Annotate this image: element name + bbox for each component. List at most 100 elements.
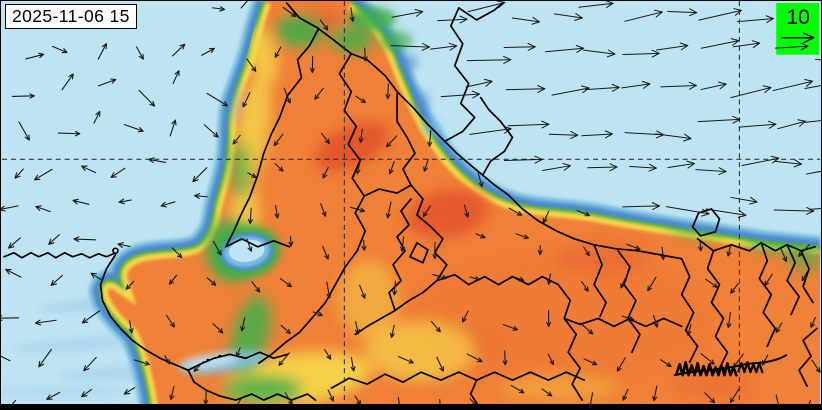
- state-boundary: [696, 237, 729, 370]
- wind-arrow: [626, 243, 641, 251]
- wind-arrow: [515, 233, 529, 240]
- wind-arrow: [25, 52, 45, 60]
- wind-arrow: [388, 160, 395, 175]
- wind-arrow: [385, 83, 391, 100]
- wind-arrow: [475, 233, 486, 239]
- wind-arrow: [33, 168, 53, 181]
- wind-arrow: [808, 208, 821, 210]
- state-boundary: [436, 273, 560, 286]
- wind-arrow: [660, 81, 697, 90]
- state-boundary: [593, 243, 607, 318]
- wind-arrow: [392, 280, 398, 296]
- wind-arrow: [730, 283, 739, 294]
- wind-arrow: [73, 236, 96, 243]
- state-boundary: [627, 317, 683, 328]
- wind-arrow: [274, 46, 282, 58]
- wind-arrow: [61, 73, 74, 91]
- wind-arrow: [695, 167, 727, 176]
- state-boundary: [225, 237, 291, 248]
- wind-arrow: [165, 314, 175, 328]
- wind-arrow: [160, 201, 176, 208]
- wind-arrow: [667, 160, 696, 169]
- wind-arrow: [385, 135, 398, 148]
- wind-arrow: [1, 315, 20, 322]
- wind-arrow: [583, 49, 616, 58]
- wind-arrow: [656, 42, 689, 51]
- wind-arrow: [81, 165, 97, 174]
- state-boundary: [712, 241, 816, 252]
- wind-arrow: [138, 89, 156, 107]
- wind-arrow: [81, 310, 101, 324]
- wind-arrow: [732, 40, 761, 49]
- wind-arrow: [362, 47, 368, 62]
- wind-arrow: [510, 384, 525, 394]
- wind-arrow: [665, 206, 710, 217]
- wind-arrow: [251, 281, 261, 293]
- wind-arrow: [93, 110, 101, 124]
- wind-arrow: [430, 320, 441, 333]
- wind-arrow: [578, 1, 614, 8]
- wind-arrow: [798, 243, 810, 257]
- wind-arrow: [192, 167, 208, 183]
- wind-arrow: [206, 277, 217, 286]
- wind-arrow: [1, 355, 11, 362]
- wind-arrow: [280, 324, 291, 335]
- wind-arrow: [477, 170, 484, 188]
- state-boundary: [680, 257, 699, 364]
- wind-arrow: [118, 198, 132, 205]
- state-boundary: [758, 241, 777, 348]
- timestamp-box: 2025-11-06 15: [5, 4, 137, 29]
- wind-arrow: [653, 315, 659, 328]
- state-boundary: [469, 379, 480, 407]
- wind-arrow: [212, 240, 222, 256]
- wind-arrow: [741, 155, 780, 166]
- wind-arrow: [312, 311, 323, 317]
- wind-arrow: [761, 354, 769, 366]
- wind-arrow: [390, 42, 431, 51]
- wind-arrow: [437, 15, 468, 24]
- wind-arrow: [655, 133, 692, 142]
- coastline-sundarbans: [673, 354, 788, 377]
- state-boundary: [617, 249, 641, 354]
- wind-arrow: [805, 170, 821, 175]
- wind-arrow: [400, 236, 405, 252]
- wind-arrow: [620, 278, 626, 289]
- wind-arrow: [738, 120, 777, 129]
- wind-arrow: [622, 388, 629, 401]
- coastline-sundarbans: [737, 361, 764, 374]
- state-boundary: [354, 184, 448, 336]
- wind-arrow: [697, 239, 703, 252]
- wind-arrow: [432, 241, 438, 260]
- wind-arrow: [169, 119, 177, 137]
- wind-arrow: [726, 311, 732, 329]
- wind-arrow: [240, 317, 246, 332]
- wind-arrow: [168, 274, 178, 285]
- wind-arrow: [246, 58, 257, 72]
- wind-arrow: [810, 317, 816, 328]
- wind-arrow: [169, 385, 175, 401]
- wind-arrow: [46, 391, 61, 400]
- wind-arrow: [469, 276, 480, 282]
- wind-arrow: [583, 246, 590, 257]
- wind-arrow: [288, 236, 294, 247]
- map-frame-bottom: [1, 404, 821, 409]
- wind-arrow: [736, 15, 775, 24]
- wind-arrow: [148, 157, 167, 164]
- wind-arrow: [581, 280, 589, 292]
- wind-arrow: [705, 208, 747, 219]
- wind-arrow: [705, 278, 718, 288]
- state-boundary: [457, 2, 504, 21]
- wind-arrow: [242, 92, 251, 108]
- wind-arrow: [206, 92, 228, 107]
- wind-arrow: [8, 237, 21, 249]
- wind-arrow: [548, 130, 579, 139]
- wind-arrow: [726, 244, 732, 257]
- wind-arrow: [660, 246, 666, 261]
- wind-arrow: [423, 158, 429, 172]
- wind-arrow: [581, 130, 614, 139]
- wind-arrow: [576, 210, 590, 217]
- wind-arrow: [467, 1, 506, 13]
- wind-arrow: [553, 13, 583, 21]
- wind-arrow: [358, 128, 364, 143]
